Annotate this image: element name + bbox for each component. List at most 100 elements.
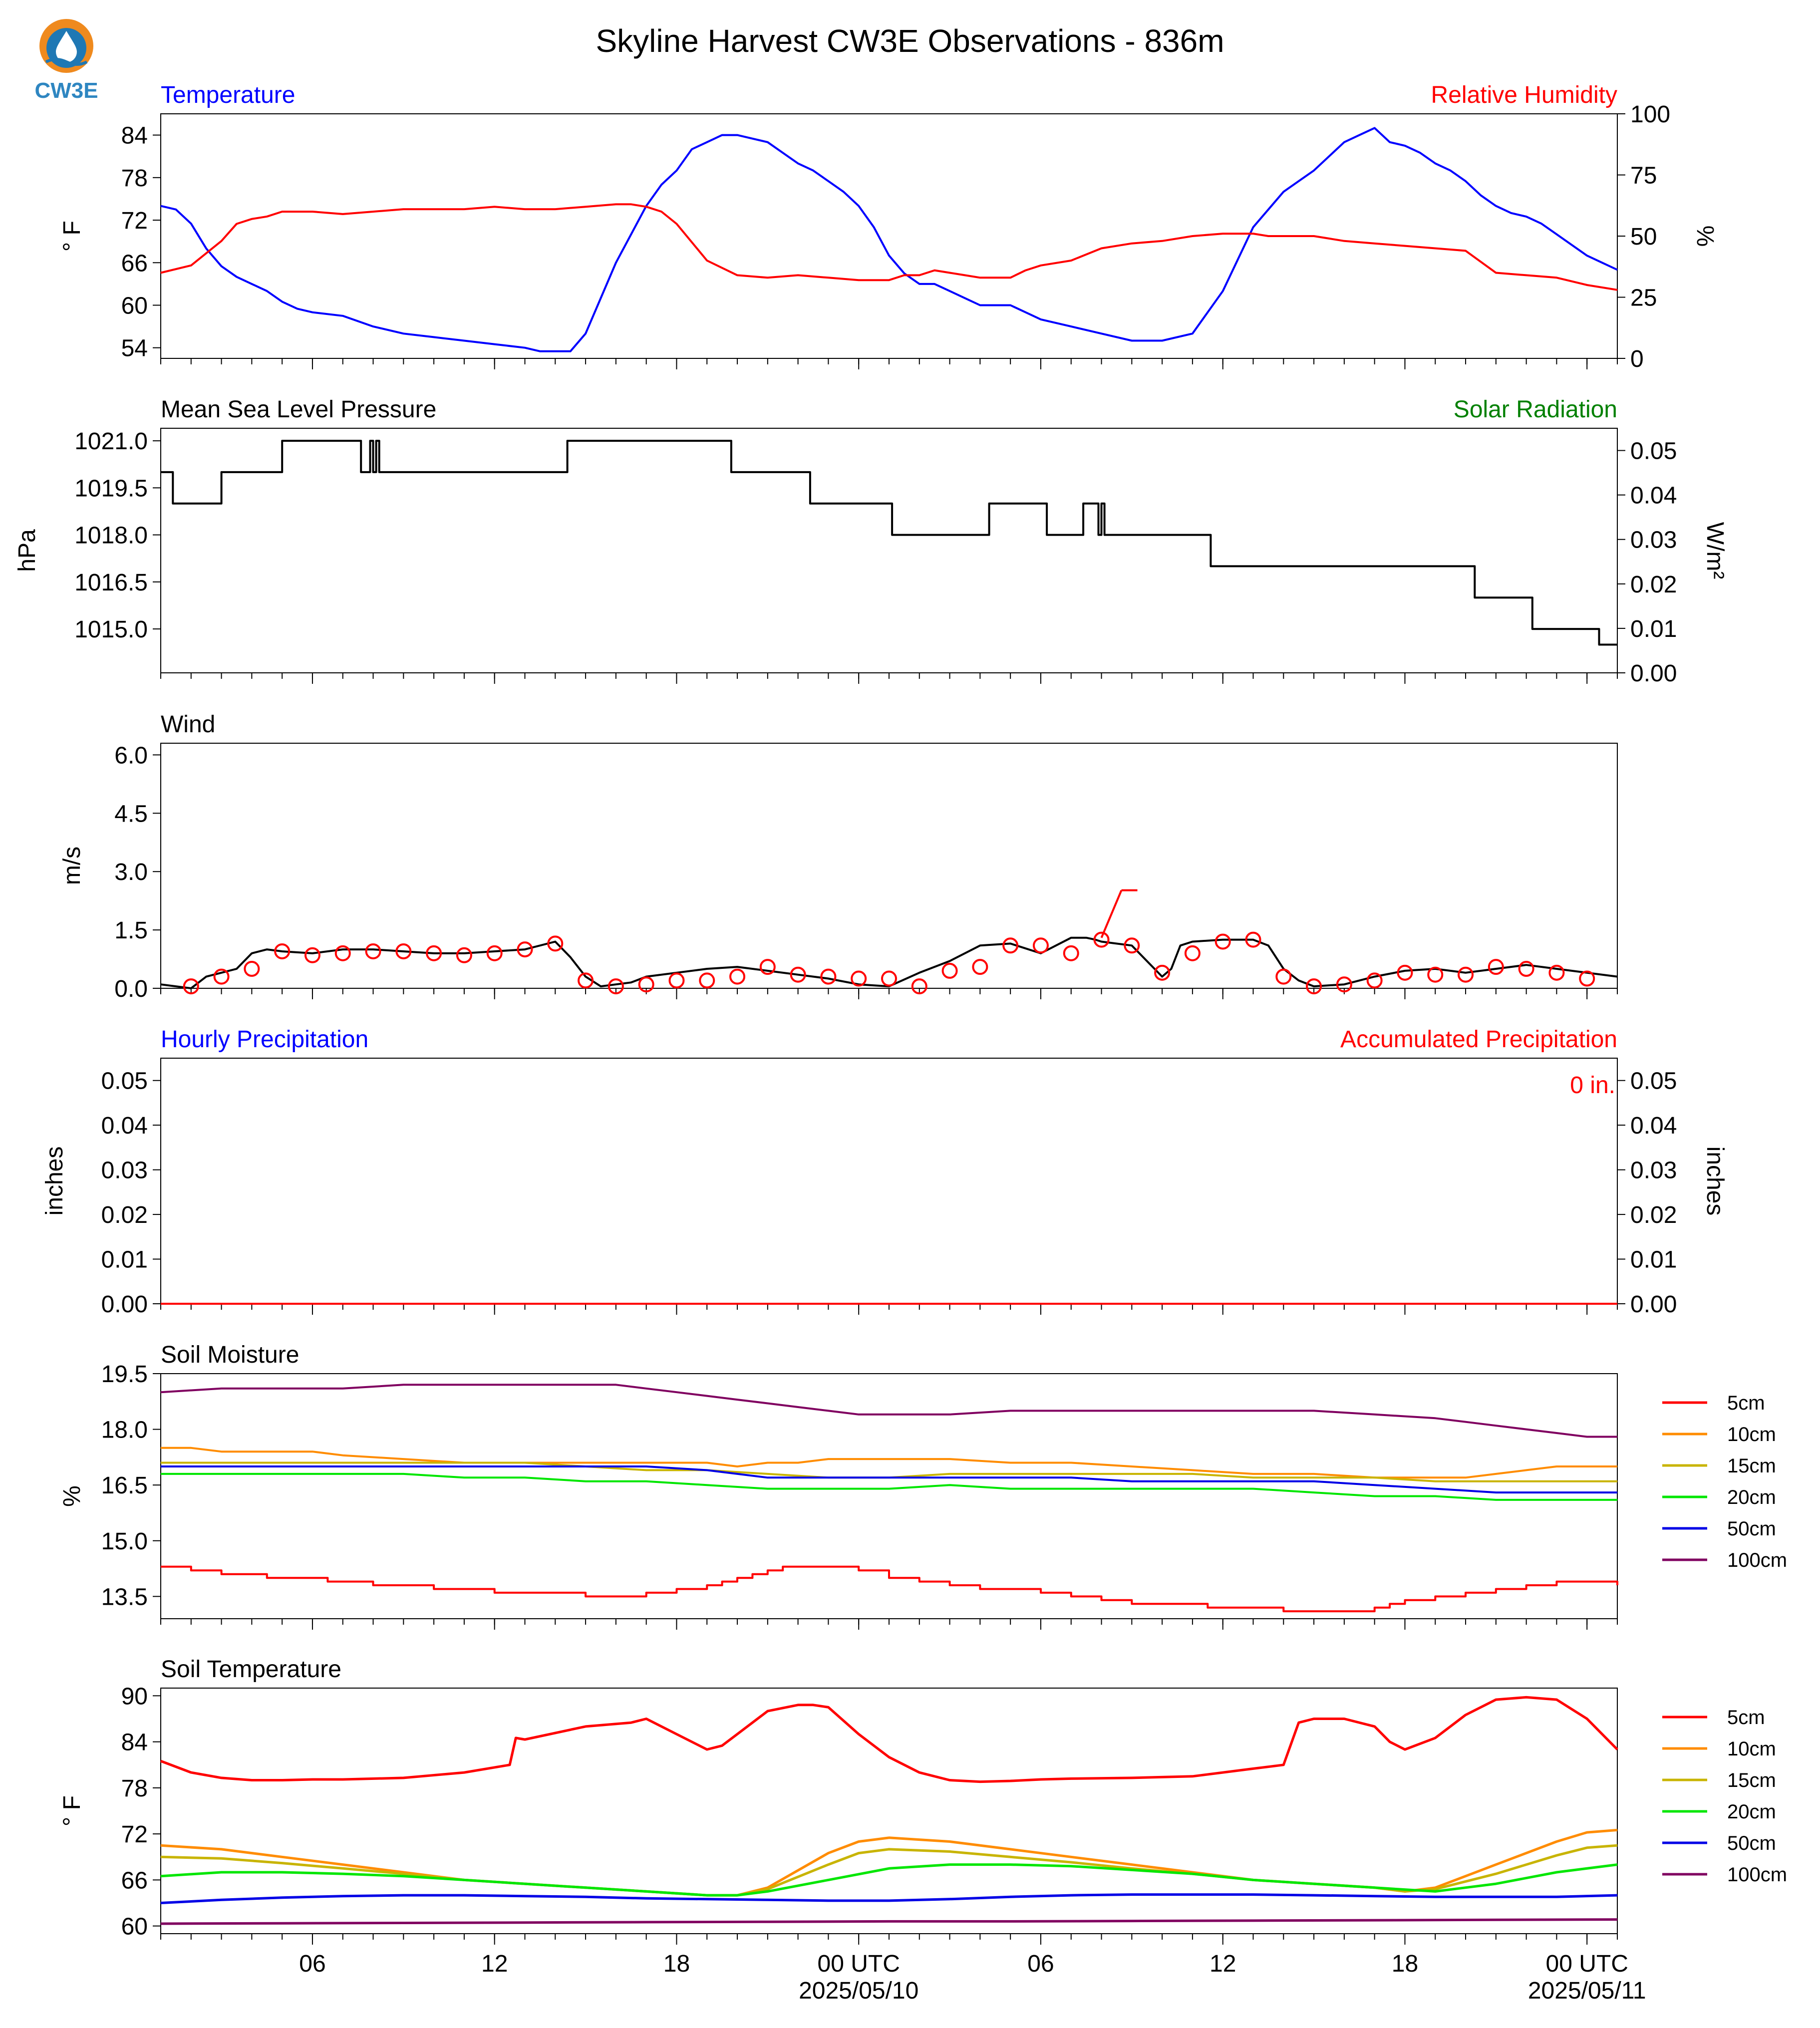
y-tick-label: 0.00 xyxy=(101,1291,148,1318)
series-line-50cm xyxy=(161,1465,1617,1494)
wind-hourly-marker xyxy=(1579,970,1595,987)
y-tick-label: 72 xyxy=(121,1821,148,1848)
wind-hourly-marker xyxy=(911,978,927,995)
wind-hourly-marker xyxy=(1397,964,1413,981)
wind-hourly-marker xyxy=(1427,966,1444,983)
y-tick-label: 0.03 xyxy=(101,1158,148,1184)
wind-hourly-marker xyxy=(183,978,199,995)
wind-hourly-marker xyxy=(1518,961,1534,977)
y-tick-label: 1018.0 xyxy=(74,523,148,549)
wind-hourly-marker xyxy=(881,970,897,987)
y-tick-label: 54 xyxy=(121,335,148,362)
panel-soil-moisture: Soil Moisture 13.5 15.0 16.5 18.0 19.5% 5cm 10c… xyxy=(59,1342,1787,1630)
legend: 5cm 10cm 15cm 20cm 50cm 100cm xyxy=(1662,1707,1787,1886)
panel-left-title: Soil Moisture xyxy=(161,1342,299,1368)
y2-tick-label: 0.04 xyxy=(1630,483,1677,509)
legend-label: 100cm xyxy=(1727,1864,1787,1886)
y2-tick-label: 75 xyxy=(1630,163,1657,189)
wind-hourly-marker xyxy=(1154,964,1171,981)
x-tick-label: 12 xyxy=(481,1951,508,1977)
series-line-mean-sea-level-pressure xyxy=(161,440,1617,646)
wind-hourly-marker xyxy=(1184,945,1201,961)
legend-label: 10cm xyxy=(1727,1424,1776,1446)
wind-hourly-marker xyxy=(699,972,715,989)
y-tick-label: 16.5 xyxy=(101,1472,148,1499)
wind-hourly-marker xyxy=(1002,937,1019,954)
wind-hourly-marker xyxy=(1548,964,1565,981)
legend-label: 20cm xyxy=(1727,1486,1776,1508)
wind-hourly-marker xyxy=(1306,978,1322,995)
y-tick-label: 0.04 xyxy=(101,1113,148,1139)
wind-hourly-marker xyxy=(759,959,776,975)
panel-hourly-precipitation: Hourly Precipitation Accumulated Precipit… xyxy=(41,1026,1728,1318)
series-line-relative-humidity xyxy=(160,203,1618,291)
legend-label: 50cm xyxy=(1727,1518,1776,1540)
y-tick-label: 1021.0 xyxy=(74,428,148,455)
y2-tick-label: 0 xyxy=(1630,346,1644,372)
wind-hourly-marker xyxy=(365,943,381,959)
panel-left-title: Mean Sea Level Pressure xyxy=(161,396,436,423)
y-tick-label: 1.5 xyxy=(114,917,148,944)
y2-tick-label: 0.03 xyxy=(1630,1158,1677,1184)
wind-hourly-marker xyxy=(395,943,412,959)
wind-hourly-marker xyxy=(1214,933,1231,950)
y-tick-label: 0.02 xyxy=(101,1202,148,1228)
series-line-5cm xyxy=(161,1565,1618,1613)
legend: 5cm 10cm 15cm 20cm 50cm 100cm xyxy=(1662,1392,1787,1571)
y2-tick-label: 0.01 xyxy=(1630,1247,1677,1273)
x-tick-label: 06 xyxy=(1027,1951,1054,1977)
wind-hourly-marker xyxy=(274,943,291,959)
y-tick-label: 60 xyxy=(121,1914,148,1940)
logo-wave-icon xyxy=(45,58,88,66)
series-line-100cm xyxy=(160,1384,1617,1438)
x-date-label: 2025/05/10 xyxy=(799,1978,918,2004)
panel-right-title: Relative Humidity xyxy=(1431,82,1617,108)
series-line-15cm xyxy=(161,1461,1617,1482)
y2-tick-label: 0.00 xyxy=(1630,660,1677,687)
y-tick-label: 0.01 xyxy=(101,1247,148,1273)
legend-label: 20cm xyxy=(1727,1801,1776,1823)
wind-hourly-marker xyxy=(426,945,442,961)
wind-hourly-marker xyxy=(729,968,746,985)
y2-tick-label: 0.01 xyxy=(1630,616,1677,642)
legend-label: 100cm xyxy=(1727,1549,1787,1571)
panel-mean-sea-level-pressure: Mean Sea Level Pressure Solar Radiation 10… xyxy=(14,396,1728,687)
y-tick-label: 1019.5 xyxy=(74,475,148,502)
series-line-10cm xyxy=(160,1828,1618,1897)
wind-hourly-marker xyxy=(851,970,867,987)
y-tick-label: 1016.5 xyxy=(74,570,148,596)
y-tick-label: 18.0 xyxy=(101,1417,148,1444)
y2-tick-label: 0.05 xyxy=(1630,1068,1677,1095)
y-tick-label: 13.5 xyxy=(101,1584,148,1610)
y-tick-label: 84 xyxy=(121,123,148,149)
y2-tick-label: 0.02 xyxy=(1630,572,1677,598)
y-axis-label: hPa xyxy=(14,529,40,572)
figure-title: Skyline Harvest CW3E Observations - 836m xyxy=(596,23,1224,59)
y-axis-label: inches xyxy=(41,1147,68,1216)
legend-label: 15cm xyxy=(1727,1769,1776,1791)
y-tick-label: 66 xyxy=(121,250,148,277)
wind-hourly-marker xyxy=(547,935,564,952)
legend-label: 5cm xyxy=(1727,1707,1765,1729)
logo-drop-icon xyxy=(56,31,77,62)
y-tick-label: 84 xyxy=(121,1730,148,1756)
series-line-100cm xyxy=(160,1918,1618,1925)
panel-left-title: Wind xyxy=(161,711,215,738)
y2-axis-label: % xyxy=(1692,226,1718,247)
y-tick-label: 19.5 xyxy=(101,1361,148,1388)
panel-left-title: Temperature xyxy=(161,82,295,108)
wind-hourly-marker xyxy=(334,945,351,961)
y-tick-label: 60 xyxy=(121,292,148,319)
legend-label: 50cm xyxy=(1727,1832,1776,1854)
wind-hourly-marker xyxy=(1336,976,1352,993)
wind-hourly-marker xyxy=(607,978,624,995)
logo-text: CW3E xyxy=(34,78,98,103)
y-tick-label: 78 xyxy=(121,165,148,192)
panel-temperature: Temperature Relative Humidity 54 60 66 72 78 84… xyxy=(59,82,1718,372)
y2-axis-label: W/m² xyxy=(1702,522,1728,579)
y-tick-label: 15.0 xyxy=(101,1528,148,1555)
wind-hourly-marker xyxy=(790,966,806,983)
wind-hourly-marker xyxy=(668,972,685,989)
wind-hourly-marker xyxy=(517,941,533,958)
